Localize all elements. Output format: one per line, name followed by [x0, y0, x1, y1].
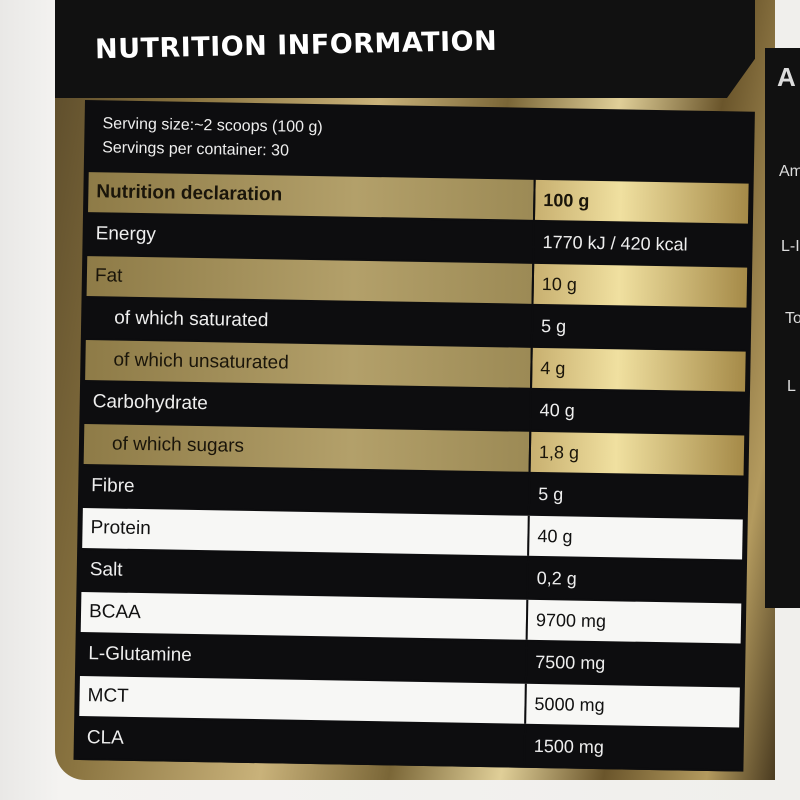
- nutrition-table: Nutrition declaration 100 g Energy 1770 k…: [78, 172, 749, 772]
- serving-info: Serving size:~2 scoops (100 g) Servings …: [102, 112, 323, 164]
- row-value: 5000 mg: [524, 683, 740, 728]
- row-value: 40 g: [529, 389, 745, 434]
- servings-per-container: Servings per container: 30: [102, 139, 290, 160]
- row-value: 7500 mg: [524, 641, 741, 686]
- row-name: Protein: [82, 508, 528, 556]
- header-value: 100 g: [532, 179, 749, 224]
- row-name: Fibre: [91, 475, 135, 497]
- side-line: To: [785, 310, 800, 327]
- header-name: Nutrition declaration: [88, 172, 534, 220]
- row-name: L-Glutamine: [88, 643, 193, 666]
- title-band: [55, 0, 755, 98]
- side-line: Ami: [779, 163, 800, 180]
- row-value: 1770 kJ / 420 kcal: [532, 221, 748, 266]
- row-name: Salt: [89, 559, 123, 581]
- row-value: 1500 mg: [523, 725, 740, 770]
- row-value: 4 g: [530, 347, 746, 392]
- row-name: Carbohydrate: [92, 391, 209, 415]
- row-name: CLA: [86, 727, 125, 749]
- row-name: of which unsaturated: [85, 340, 531, 388]
- side-panel-title: A: [777, 62, 796, 92]
- row-value: 0,2 g: [526, 557, 743, 602]
- row-value: 1,8 g: [528, 431, 745, 476]
- nutrition-panel: Serving size:~2 scoops (100 g) Servings …: [73, 100, 755, 772]
- side-panel-amino: A Ami L-I To L: [765, 48, 800, 608]
- row-value: 10 g: [531, 263, 748, 308]
- row-value: 5 g: [527, 473, 744, 518]
- side-line: L-I: [781, 238, 800, 255]
- row-name: MCT: [79, 675, 525, 724]
- row-name: BCAA: [80, 592, 527, 640]
- row-name: of which saturated: [114, 307, 269, 332]
- row-value: 40 g: [527, 515, 743, 560]
- row-name: Fat: [86, 256, 533, 304]
- row-name: Energy: [95, 223, 157, 246]
- side-line: L: [787, 378, 796, 395]
- row-value: 5 g: [530, 305, 747, 350]
- row-name: of which sugars: [83, 424, 530, 472]
- row-value: 9700 mg: [525, 599, 742, 644]
